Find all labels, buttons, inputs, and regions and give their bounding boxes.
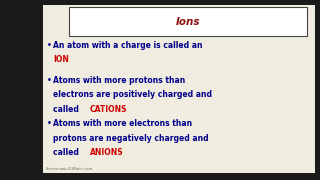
- Text: called: called: [53, 105, 81, 114]
- Text: Atoms with more electrons than: Atoms with more electrons than: [53, 119, 192, 128]
- Text: Atoms with more protons than: Atoms with more protons than: [53, 76, 185, 85]
- Text: •: •: [47, 40, 52, 50]
- Text: protons are negatively charged and: protons are negatively charged and: [53, 134, 208, 143]
- Text: •: •: [47, 119, 52, 128]
- Text: CATIONS: CATIONS: [90, 105, 127, 114]
- Text: called: called: [53, 148, 81, 157]
- Text: ION: ION: [53, 55, 69, 64]
- Text: Screencast-O-Matic.com: Screencast-O-Matic.com: [46, 167, 94, 171]
- Text: Ions: Ions: [176, 17, 200, 27]
- Text: electrons are positively charged and: electrons are positively charged and: [53, 90, 212, 99]
- Text: An atom with a charge is called an: An atom with a charge is called an: [53, 40, 202, 50]
- Bar: [69, 7, 307, 36]
- Bar: [43, 5, 315, 173]
- Text: ANIONS: ANIONS: [90, 148, 123, 157]
- Text: •: •: [47, 76, 52, 85]
